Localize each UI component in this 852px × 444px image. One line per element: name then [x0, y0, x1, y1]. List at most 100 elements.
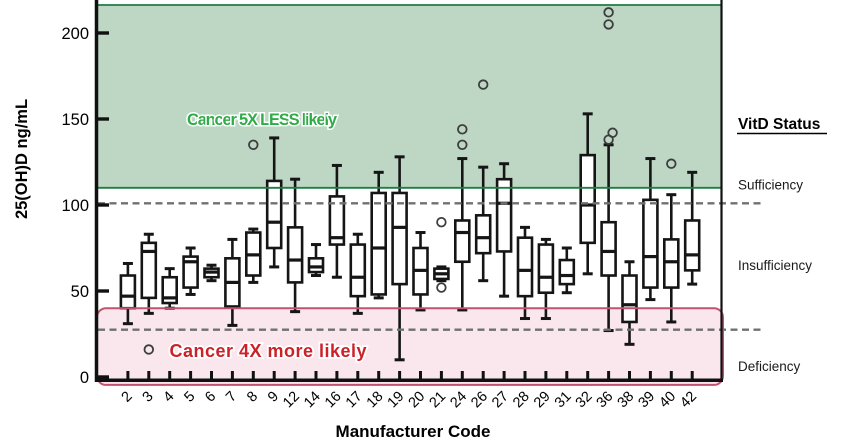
x-tick-label: 38	[615, 389, 638, 412]
iqr-box	[328, 195, 346, 246]
x-tick-label: 42	[677, 389, 700, 412]
x-tick-label: 4	[161, 389, 178, 406]
iqr-box	[349, 243, 367, 298]
status-label-insufficiency: Insufficiency	[738, 258, 812, 273]
x-axis-title: Manufacturer Code	[336, 422, 491, 441]
boxplot-code-29	[537, 237, 555, 321]
y-tick-label: 0	[80, 369, 89, 387]
iqr-box	[391, 191, 408, 286]
iqr-box	[307, 257, 325, 274]
x-tick-label: 31	[552, 389, 575, 412]
boxplot-code-16	[328, 163, 346, 279]
outlier-point	[666, 158, 677, 169]
boxplot-code-4	[161, 267, 178, 310]
iqr-box	[600, 220, 617, 277]
x-tick-label: 20	[406, 389, 429, 412]
boxplot-code-31	[558, 246, 576, 295]
x-tick-label: 29	[531, 389, 554, 412]
iqr-box	[558, 258, 576, 286]
boxplot-code-40	[662, 158, 680, 324]
y-axis-title: 25(OH)D ng/mL	[13, 99, 31, 219]
sufficiency-annotation: Cancer 5X LESS likely	[187, 111, 338, 129]
boxplot-code-28	[516, 225, 534, 321]
outlier-point	[436, 282, 447, 293]
iqr-box	[642, 198, 659, 289]
outlier-point	[248, 139, 259, 151]
x-tick-label: 12	[280, 389, 303, 412]
outlier-point	[603, 19, 614, 30]
x-tick-label: 19	[385, 389, 408, 412]
boxplot-code-39	[642, 157, 659, 302]
iqr-box	[683, 219, 701, 272]
y-tick-label: 100	[61, 197, 89, 215]
iqr-box	[182, 255, 199, 289]
y-tick-label: 50	[71, 283, 89, 301]
boxplot-code-19	[391, 155, 408, 362]
sufficiency-zone	[98, 4, 722, 188]
outlier-point	[457, 139, 468, 151]
iqr-box	[286, 226, 304, 284]
iqr-box	[140, 241, 158, 300]
x-tick-label: 18	[364, 389, 387, 412]
iqr-box	[516, 236, 534, 298]
outlier-point	[478, 79, 489, 90]
iqr-box	[453, 219, 471, 264]
deficiency-zone	[97, 308, 723, 385]
boxplot-code-27	[495, 162, 513, 298]
boxplot-code-17	[349, 232, 367, 315]
outlier-point	[436, 216, 447, 228]
boxplot-code-38	[621, 260, 638, 346]
outlier-point	[603, 7, 614, 18]
x-tick-label: 24	[447, 389, 470, 412]
outlier-point	[457, 124, 468, 135]
y-tick-label: 150	[61, 111, 89, 129]
x-tick-label: 26	[468, 389, 491, 412]
iqr-box	[265, 179, 283, 250]
x-tick-label: 39	[636, 389, 659, 412]
vitd-status-header: VitD Status	[738, 116, 820, 133]
boxplot-code-32	[579, 112, 597, 276]
iqr-box	[621, 274, 638, 324]
x-tick-label: 27	[489, 389, 512, 412]
boxplot-code-42	[683, 170, 701, 286]
x-tick-label: 8	[244, 389, 261, 406]
boxplot-code-9	[265, 136, 283, 269]
iqr-box	[662, 238, 680, 289]
iqr-box	[474, 214, 492, 255]
x-tick-label: 16	[322, 389, 345, 412]
x-tick-label: 3	[140, 389, 157, 406]
status-label-sufficiency: Sufficiency	[738, 177, 803, 192]
x-tick-label: 36	[594, 389, 617, 412]
x-tick-label: 21	[427, 389, 450, 412]
outlier-point	[607, 127, 618, 138]
x-tick-label: 6	[202, 389, 219, 406]
boxplot-code-20	[412, 231, 429, 312]
boxplot-code-3	[140, 232, 158, 355]
x-tick-label: 14	[301, 389, 324, 412]
x-tick-label: 40	[656, 389, 679, 412]
x-tick-label: 17	[343, 389, 366, 412]
boxplot-code-24	[453, 124, 471, 312]
x-tick-label: 28	[510, 389, 533, 412]
x-tick-label: 2	[119, 389, 136, 406]
iqr-box	[537, 243, 555, 295]
iqr-box	[495, 177, 513, 253]
boxplot-code-14	[307, 243, 325, 278]
boxplot-code-21	[433, 216, 450, 293]
boxplot-code-26	[474, 79, 492, 283]
boxplot-code-6	[203, 263, 220, 283]
x-tick-label: 9	[265, 389, 282, 406]
outlier-point	[143, 344, 155, 355]
iqr-box	[579, 153, 597, 245]
boxplot-code-5	[182, 246, 199, 296]
boxplot-code-8	[245, 139, 262, 284]
deficiency-annotation: Cancer 4X more likely	[170, 341, 367, 361]
boxplot-code-7	[224, 237, 241, 327]
status-label-deficiency: Deficiency	[738, 359, 801, 374]
iqr-box	[119, 274, 137, 310]
y-tick-label: 200	[61, 25, 89, 43]
boxplot-code-18	[370, 170, 388, 300]
x-tick-label: 5	[181, 389, 198, 406]
